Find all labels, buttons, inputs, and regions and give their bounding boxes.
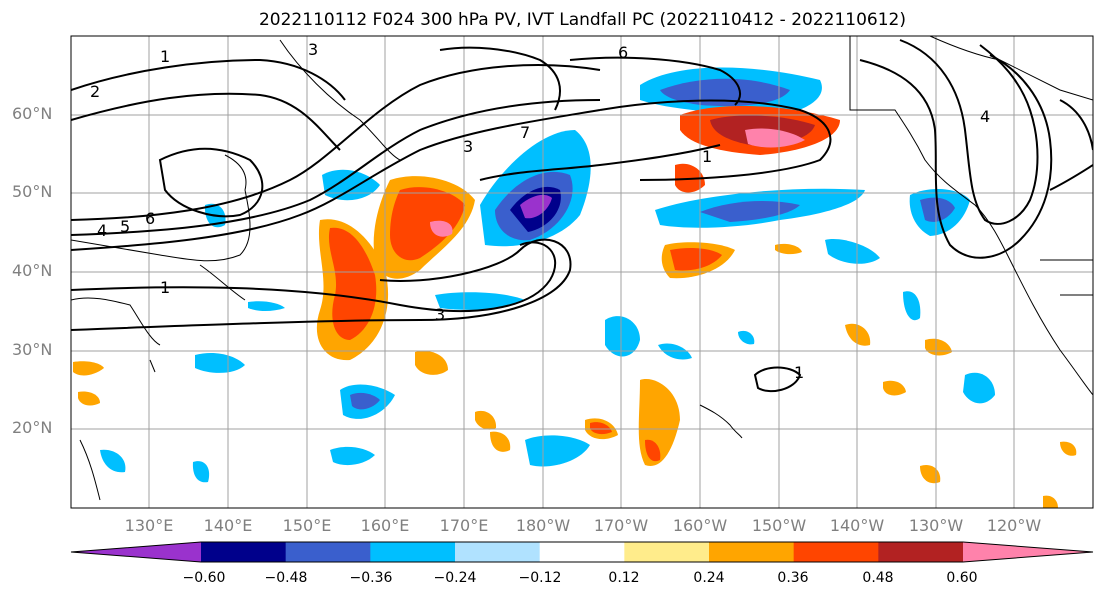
lon-label: 160°W — [672, 516, 728, 535]
lon-label: 140°E — [203, 516, 253, 535]
colorbar-tick-label: −0.48 — [264, 570, 308, 586]
negative-pv-shading — [100, 67, 995, 483]
lon-label: 130°W — [908, 516, 964, 535]
colorbar-swatch — [285, 542, 371, 562]
lon-label: 170°E — [439, 516, 489, 535]
contour-label: 1 — [702, 147, 712, 166]
colorbar-outline — [70, 541, 1094, 563]
colorbar-swatch — [793, 542, 879, 562]
contour-label: 1 — [160, 47, 170, 66]
lat-label: 20°N — [12, 418, 53, 437]
contour-label-group: 1 2 3 4 5 6 7 1 3 1 4 1 3 6 — [90, 40, 990, 382]
colorbar — [70, 541, 1094, 563]
colorbar-swatch — [624, 542, 710, 562]
positive-pv-shading — [73, 105, 1077, 508]
contour-label: 3 — [435, 305, 445, 324]
colorbar-swatch — [201, 542, 287, 562]
map-frame — [70, 35, 1094, 509]
colorbar-extend-min — [71, 542, 201, 562]
contour-label: 1 — [794, 363, 804, 382]
colorbar-swatch — [709, 542, 795, 562]
contour-label: 6 — [145, 209, 155, 228]
lon-label: 150°E — [282, 516, 332, 535]
contour-label: 6 — [618, 43, 628, 62]
lon-label: 170°W — [593, 516, 649, 535]
lon-label: 160°E — [360, 516, 410, 535]
lon-label: 120°W — [986, 516, 1042, 535]
lat-label: 50°N — [12, 182, 53, 201]
colorbar-tick-label: −0.12 — [518, 570, 562, 586]
contour-label: 1 — [160, 278, 170, 297]
map-title: 2022110112 F024 300 hPa PV, IVT Landfall… — [258, 10, 906, 30]
colorbar-tick-label: 0.36 — [777, 570, 809, 586]
colorbar-tick-label: 0.24 — [693, 570, 725, 586]
colorbar-tick-label: 0.48 — [862, 570, 894, 586]
colorbar-swatch — [539, 542, 625, 562]
lon-label: 140°W — [829, 516, 885, 535]
colorbar-swatch — [878, 542, 964, 562]
contour-label: 5 — [120, 217, 130, 236]
lon-label: 130°E — [124, 516, 174, 535]
contour-label: 4 — [97, 221, 107, 240]
pv-contours — [71, 39, 1093, 393]
contour-label: 3 — [308, 40, 318, 59]
colorbar-tick-label: −0.60 — [182, 570, 226, 586]
colorbar-tick-label: −0.36 — [349, 570, 393, 586]
colorbar-tick-label: 0.12 — [608, 570, 640, 586]
contour-label: 3 — [463, 137, 473, 156]
colorbar-swatch — [455, 542, 541, 562]
colorbar-extend-max — [963, 542, 1093, 562]
lon-label: 150°W — [751, 516, 807, 535]
lat-label: 60°N — [12, 104, 53, 123]
colorbar-tick-label: 0.60 — [946, 570, 978, 586]
lat-label: 40°N — [12, 261, 53, 280]
lat-label: 30°N — [12, 340, 53, 359]
contour-label: 2 — [90, 82, 100, 101]
colorbar-tick-label: −0.24 — [433, 570, 477, 586]
contour-label: 4 — [980, 107, 990, 126]
colorbar-swatch — [370, 542, 456, 562]
graticule — [71, 36, 1093, 508]
contour-label: 7 — [520, 123, 530, 142]
lon-label: 180°W — [515, 516, 571, 535]
map-plot: 1 2 3 4 5 6 7 1 3 1 4 1 3 6 — [71, 36, 1093, 508]
